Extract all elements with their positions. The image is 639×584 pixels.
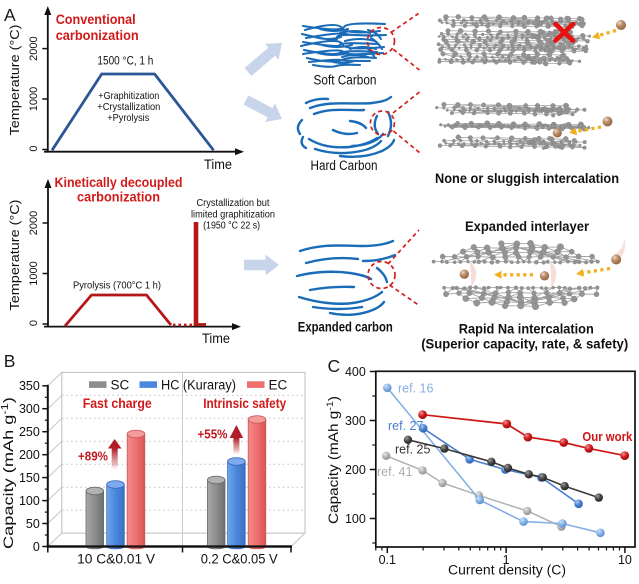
svg-text:Time: Time — [202, 330, 230, 346]
svg-text:1500 °C, 1 h: 1500 °C, 1 h — [97, 55, 153, 67]
svg-text:300: 300 — [345, 414, 366, 428]
svg-text:+Crystallization: +Crystallization — [97, 101, 160, 113]
svg-text:Crystallization but: Crystallization but — [197, 198, 270, 209]
svg-text:1: 1 — [503, 553, 510, 567]
svg-text:SC: SC — [111, 378, 130, 393]
svg-text:2000: 2000 — [28, 36, 40, 60]
svg-text:Pyrolysis (700°C 1 h): Pyrolysis (700°C 1 h) — [73, 280, 161, 292]
svg-text:HC (Kuraray): HC (Kuraray) — [161, 378, 236, 393]
svg-text:150: 150 — [19, 471, 40, 485]
svg-text:+Graphitization: +Graphitization — [98, 90, 159, 102]
svg-text:ref. 16: ref. 16 — [398, 382, 433, 396]
svg-text:10 C&0.01 V: 10 C&0.01 V — [77, 552, 155, 567]
svg-text:0.2 C&0.05 V: 0.2 C&0.05 V — [201, 552, 278, 567]
svg-text:1000: 1000 — [28, 261, 40, 285]
svg-text:Temperature (°C): Temperature (°C) — [7, 200, 22, 311]
svg-text:Fast charge: Fast charge — [83, 395, 152, 411]
svg-text:350: 350 — [19, 379, 40, 393]
svg-text:200: 200 — [19, 448, 40, 462]
svg-text:limited graphitization: limited graphitization — [191, 209, 275, 220]
svg-text:ref. 27: ref. 27 — [388, 419, 423, 433]
svg-text:Capacity (mAh g-1): Capacity (mAh g-1) — [325, 396, 341, 524]
svg-text:400: 400 — [345, 365, 366, 379]
svg-text:A: A — [4, 5, 16, 25]
svg-text:Conventional: Conventional — [56, 11, 136, 27]
svg-text:ref. 25: ref. 25 — [395, 443, 430, 457]
svg-text:(Superior capacity, rate, & sa: (Superior capacity, rate, & safety) — [421, 335, 628, 351]
svg-text:Expanded carbon: Expanded carbon — [298, 319, 393, 335]
svg-text:ref. 41: ref. 41 — [377, 465, 412, 479]
svg-text:300: 300 — [19, 402, 40, 416]
svg-text:100: 100 — [345, 512, 366, 526]
svg-text:Current density (C): Current density (C) — [448, 563, 566, 578]
svg-text:Time: Time — [204, 156, 232, 172]
svg-text:(1950 °C 22 s): (1950 °C 22 s) — [203, 221, 260, 232]
svg-text:Rapid Na intercalation: Rapid Na intercalation — [459, 320, 594, 336]
svg-text:Capacity (mAh g-1): Capacity (mAh g-1) — [0, 397, 16, 549]
svg-text:+Pyrolysis: +Pyrolysis — [107, 112, 149, 124]
svg-text:Intrinsic safety: Intrinsic safety — [203, 395, 286, 411]
svg-text:Hard Carbon: Hard Carbon — [311, 158, 378, 173]
svg-text:+89%: +89% — [78, 448, 108, 463]
svg-text:EC: EC — [269, 378, 288, 393]
svg-text:0: 0 — [28, 145, 40, 151]
svg-text:100: 100 — [19, 494, 40, 508]
svg-text:50: 50 — [26, 517, 40, 531]
svg-text:C: C — [328, 356, 341, 376]
svg-text:0: 0 — [33, 540, 40, 554]
svg-text:B: B — [4, 351, 16, 371]
svg-text:Temperature (°C): Temperature (°C) — [7, 24, 22, 135]
svg-text:None or sluggish intercalation: None or sluggish intercalation — [435, 170, 619, 186]
svg-text:carbonization: carbonization — [77, 189, 160, 205]
svg-text:+55%: +55% — [198, 426, 228, 441]
svg-text:Kinetically decoupled: Kinetically decoupled — [55, 174, 183, 190]
svg-text:Soft Carbon: Soft Carbon — [314, 73, 377, 88]
svg-text:2000: 2000 — [28, 211, 40, 235]
svg-text:1000: 1000 — [28, 87, 40, 111]
svg-text:0.1: 0.1 — [379, 553, 396, 567]
svg-text:carbonization: carbonization — [56, 27, 139, 43]
svg-text:10: 10 — [618, 553, 632, 567]
svg-text:Our work: Our work — [582, 430, 632, 444]
svg-text:250: 250 — [19, 425, 40, 439]
svg-text:200: 200 — [345, 463, 366, 477]
svg-text:0: 0 — [28, 320, 40, 326]
svg-text:Expanded interlayer: Expanded interlayer — [465, 218, 590, 234]
